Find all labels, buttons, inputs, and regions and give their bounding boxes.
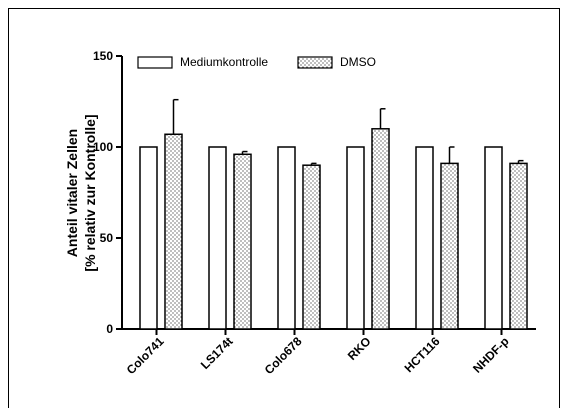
bar-medium-nhdf-p	[484, 146, 503, 330]
y-tick-label-0: 0	[106, 322, 113, 336]
bar-dmso-colo741	[164, 133, 183, 330]
bar-medium-colo678	[277, 146, 296, 330]
legend-swatch-medium	[137, 56, 173, 69]
x-tick-label-hct116: HCT116	[402, 334, 443, 375]
legend-swatch-dmso	[297, 56, 333, 69]
y-tick-label-100: 100	[93, 140, 113, 154]
x-tick-label-nhdf-p: NHDF-p	[470, 334, 511, 375]
legend-label-medium: Mediumkontrolle	[180, 55, 268, 69]
y-axis-title-line2: [% relativ zur Kontrolle]	[82, 114, 98, 271]
x-tick-label-colo741: Colo741	[124, 334, 167, 377]
bar-dmso-colo678	[302, 164, 321, 330]
x-tick-label-rko: RKO	[345, 334, 374, 363]
bar-dmso-hct116	[440, 162, 459, 330]
bar-dmso-rko	[371, 128, 390, 330]
bar-medium-rko	[346, 146, 365, 330]
y-tick-label-50: 50	[100, 231, 114, 245]
bar-medium-hct116	[415, 146, 434, 330]
y-axis-title-line1: Anteil vitaler Zellen	[64, 129, 80, 257]
bar-medium-colo741	[139, 146, 158, 330]
y-tick-label-150: 150	[93, 49, 113, 63]
x-tick-label-ls174t: LS174t	[198, 334, 236, 372]
bar-dmso-nhdf-p	[509, 162, 528, 330]
legend-label-dmso: DMSO	[340, 55, 376, 69]
x-tick-label-colo678: Colo678	[262, 334, 305, 377]
bar-medium-ls174t	[208, 146, 227, 330]
bar-dmso-ls174t	[233, 153, 252, 330]
